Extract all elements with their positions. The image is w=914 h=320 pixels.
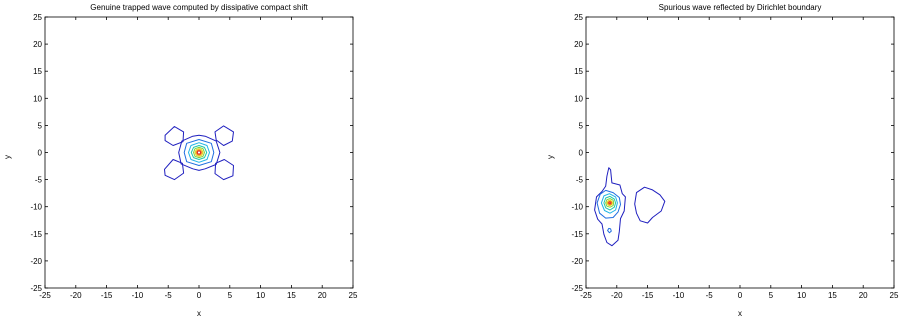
right-contour-line-5 (605, 198, 615, 208)
left-contour-line-0 (164, 126, 185, 146)
right-contour-line-0 (594, 167, 626, 247)
right-xtick-label: -25 (580, 291, 592, 300)
right-ytick-label: 15 (574, 67, 583, 76)
left-contour-line-4 (178, 134, 221, 171)
right-ytick-label: -5 (576, 176, 584, 185)
left-plot-frame (44, 16, 354, 289)
right-plot-title: Spurious wave reflected by Dirichlet bou… (659, 3, 822, 12)
left-xtick-label: -15 (101, 291, 113, 300)
left-ytick-label: 15 (33, 67, 42, 76)
left-xtick-label: 10 (256, 291, 265, 300)
right-ytick-label: 25 (574, 13, 583, 22)
left-plot-xlabel: x (197, 309, 201, 318)
right-ytick-label: 20 (574, 40, 583, 49)
left-contour-line-2 (164, 159, 185, 181)
right-xtick-label: 5 (769, 291, 774, 300)
right-xtick-label: 20 (859, 291, 868, 300)
left-contour-line-1 (214, 125, 234, 146)
left-plot-title: Genuine trapped wave computed by dissipa… (90, 3, 308, 12)
left-xtick-label: -25 (39, 291, 51, 300)
right-xtick-label: 0 (738, 291, 743, 300)
left-plot-ylabel: y (3, 155, 12, 159)
left-xtick-label: -10 (132, 291, 144, 300)
left-ytick-label: 20 (33, 40, 42, 49)
right-contour-line-2 (596, 189, 621, 219)
right-contour-line-8 (608, 201, 612, 205)
right-xtick-label: 10 (797, 291, 806, 300)
right-plot-xlabel: x (738, 309, 742, 318)
right-xtick-label: -15 (642, 291, 654, 300)
right-ytick-label: 10 (574, 94, 583, 103)
left-xtick-label: -20 (70, 291, 82, 300)
right-ytick-label: 0 (579, 149, 584, 158)
left-contour-line-8 (193, 146, 205, 159)
right-ytick-label: -10 (571, 203, 583, 212)
right-contour-plot: Spurious wave reflected by Dirichlet bou… (546, 3, 899, 318)
left-ytick-label: 25 (33, 13, 42, 22)
left-xtick-label: 15 (287, 291, 296, 300)
right-plot-ylabel: y (546, 155, 555, 159)
left-ytick-label: 5 (38, 121, 43, 130)
left-contour-line-9 (194, 148, 204, 157)
right-contour-line-4 (603, 195, 617, 211)
left-ytick-label: 0 (38, 149, 43, 158)
left-xtick-label: 20 (318, 291, 327, 300)
right-xtick-label: 15 (828, 291, 837, 300)
right-plot-frame (585, 16, 895, 289)
right-contour-lines (594, 167, 666, 247)
left-ytick-label: -20 (30, 257, 42, 266)
left-contour-line-7 (190, 145, 208, 160)
left-contour-lines (164, 125, 234, 181)
right-ytick-label: -20 (571, 257, 583, 266)
right-xtick-label: -10 (673, 291, 685, 300)
left-contour-line-10 (195, 149, 203, 156)
left-ytick-label: -25 (30, 284, 42, 293)
left-xtick-label: 0 (197, 291, 202, 300)
left-contour-line-3 (214, 159, 234, 181)
right-ytick-label: -25 (571, 284, 583, 293)
left-contour-line-6 (188, 142, 210, 163)
right-ytick-label: -15 (571, 230, 583, 239)
left-ytick-label: -5 (35, 176, 43, 185)
left-xtick-label: -5 (165, 291, 173, 300)
right-xtick-label: -5 (706, 291, 714, 300)
right-contour-line-1 (634, 186, 666, 224)
right-contour-line-6 (606, 199, 613, 207)
right-contour-line-9 (607, 227, 612, 234)
left-contour-line-11 (196, 150, 202, 155)
right-xtick-label: 25 (890, 291, 899, 300)
left-ytick-label: -10 (30, 203, 42, 212)
left-ytick-label: 10 (33, 94, 42, 103)
left-contour-line-5 (183, 139, 215, 166)
left-ytick-label: -15 (30, 230, 42, 239)
right-xtick-label: -20 (611, 291, 623, 300)
left-xtick-label: 25 (349, 291, 358, 300)
right-contour-line-3 (600, 193, 618, 214)
right-ytick-label: 5 (579, 121, 584, 130)
right-contour-line-7 (607, 200, 613, 205)
left-contour-plot: Genuine trapped wave computed by dissipa… (3, 3, 358, 318)
left-xtick-label: 5 (228, 291, 233, 300)
